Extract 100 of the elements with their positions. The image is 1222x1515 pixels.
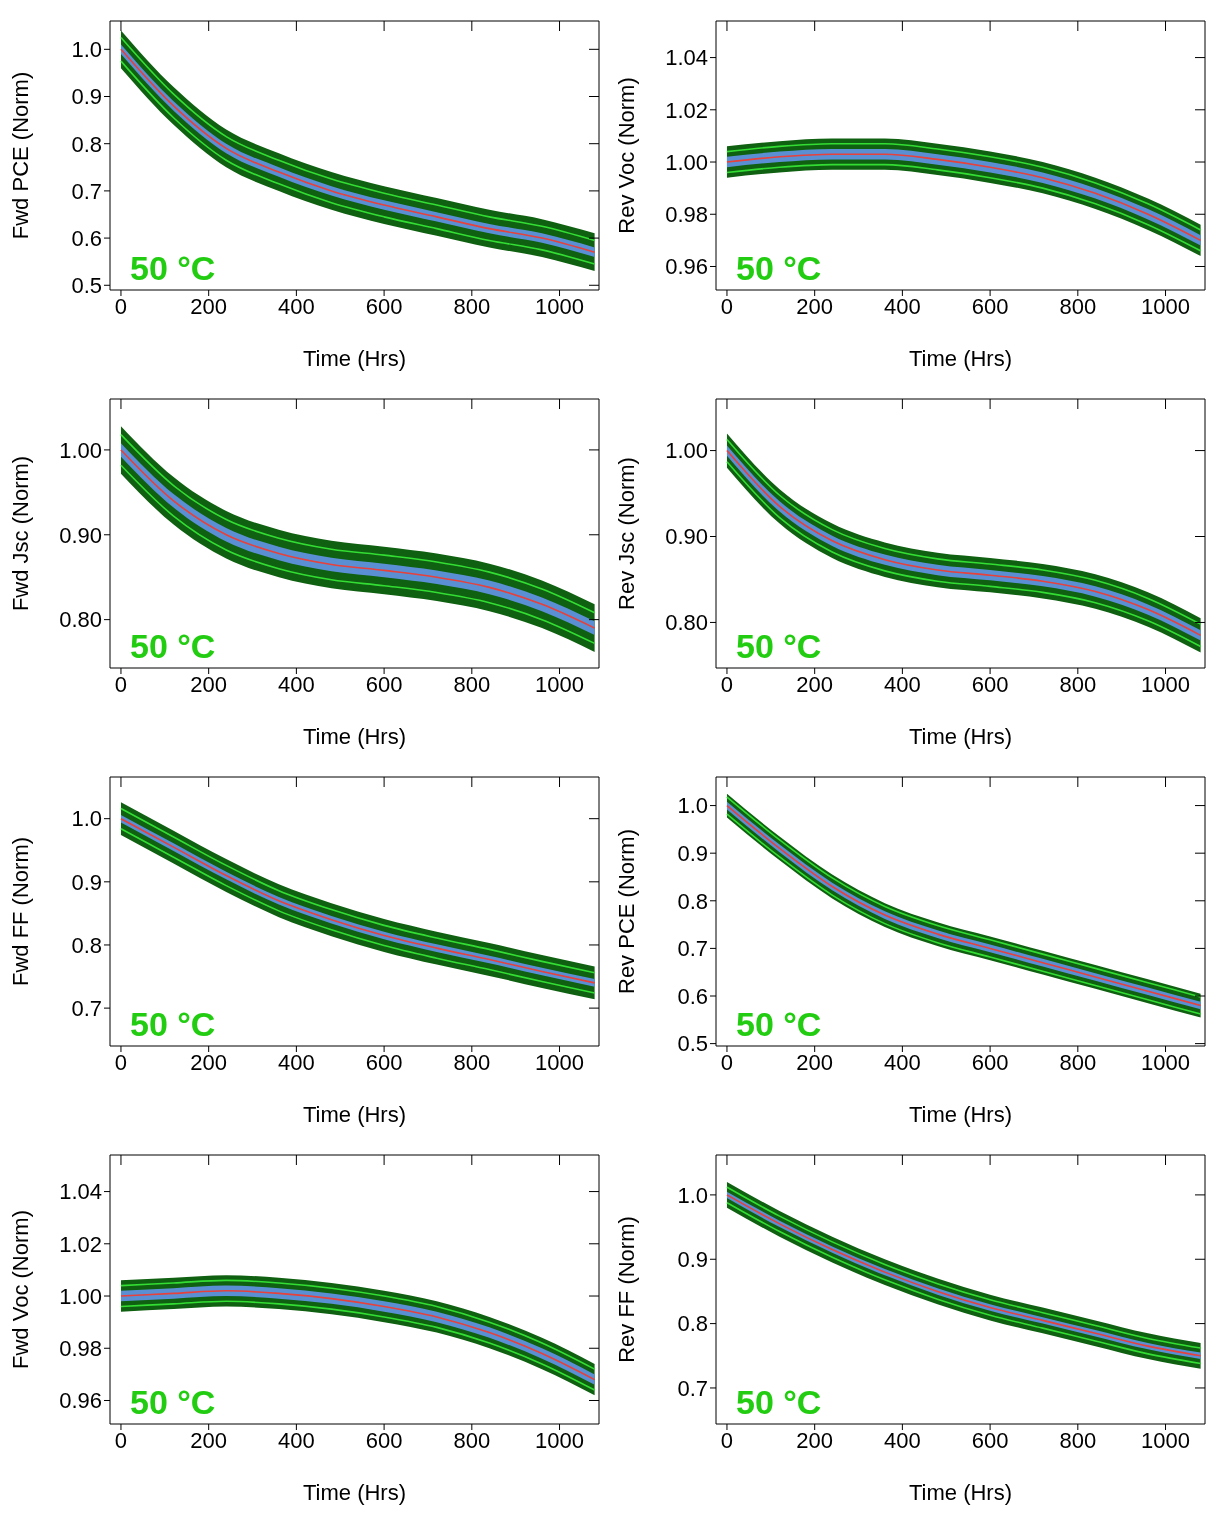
x-tick-label: 600 bbox=[971, 1427, 1009, 1453]
annotation: 50 °C bbox=[130, 249, 216, 288]
x-tick-label: 600 bbox=[365, 671, 403, 697]
y-tick-label: 1.00 bbox=[665, 438, 708, 464]
y-tick-label: 0.7 bbox=[677, 936, 708, 962]
y-tick-label: 0.7 bbox=[71, 995, 102, 1021]
y-tick-label: 0.5 bbox=[71, 273, 102, 299]
x-tick-label: 600 bbox=[365, 1427, 403, 1453]
x-tick-label: 1000 bbox=[1141, 293, 1191, 319]
x-tick-label: 1000 bbox=[535, 293, 585, 319]
y-tick-label: 1.0 bbox=[71, 806, 102, 832]
y-tick-label: 1.00 bbox=[59, 1283, 102, 1309]
y-tick-label: 0.98 bbox=[59, 1336, 102, 1362]
y-tick-label: 0.8 bbox=[677, 888, 708, 914]
y-tick-label: 0.5 bbox=[677, 1031, 708, 1057]
y-axis-title: Fwd FF (Norm) bbox=[7, 836, 33, 987]
line-series bbox=[726, 163, 1202, 252]
annotation: 50 °C bbox=[130, 1383, 216, 1422]
y-tick-label: 0.8 bbox=[71, 131, 102, 157]
x-tick-label: 600 bbox=[365, 293, 403, 319]
x-tick-label: 1000 bbox=[535, 1427, 585, 1453]
y-tick-label: 0.7 bbox=[677, 1375, 708, 1401]
y-tick-label: 0.6 bbox=[677, 983, 708, 1009]
line-series bbox=[120, 1300, 596, 1391]
annotation: 50 °C bbox=[130, 627, 216, 666]
x-tick-label: 600 bbox=[971, 293, 1009, 319]
y-tick-label: 1.00 bbox=[665, 149, 708, 175]
x-tick-label: 400 bbox=[884, 1049, 921, 1075]
x-tick-label: 200 bbox=[190, 1049, 228, 1075]
x-tick-label: 0 bbox=[114, 671, 128, 697]
x-tick-label: 600 bbox=[971, 1049, 1009, 1075]
y-axis-title: Rev Voc (Norm) bbox=[613, 77, 639, 234]
x-tick-label: 400 bbox=[884, 293, 921, 319]
x-tick-label: 0 bbox=[720, 1427, 734, 1453]
y-tick-label: 1.04 bbox=[665, 45, 708, 71]
line-series bbox=[120, 433, 596, 614]
x-tick-label: 800 bbox=[453, 293, 491, 319]
x-tick-label: 0 bbox=[720, 671, 734, 697]
x-axis-title: Time (Hrs) bbox=[302, 346, 407, 371]
x-tick-label: 600 bbox=[971, 671, 1009, 697]
x-tick-label: 1000 bbox=[1141, 671, 1191, 697]
y-axis-title: Fwd Jsc (Norm) bbox=[7, 455, 33, 612]
y-tick-label: 0.96 bbox=[59, 1388, 102, 1414]
x-tick-label: 400 bbox=[278, 1049, 315, 1075]
y-tick-label: 0.96 bbox=[665, 254, 708, 280]
y-tick-label: 0.98 bbox=[665, 202, 708, 228]
annotation: 50 °C bbox=[736, 1383, 822, 1422]
x-tick-label: 200 bbox=[796, 1049, 834, 1075]
x-tick-label: 1000 bbox=[535, 671, 585, 697]
x-tick-label: 200 bbox=[796, 671, 834, 697]
y-tick-label: 1.02 bbox=[665, 97, 708, 123]
x-tick-label: 1000 bbox=[1141, 1049, 1191, 1075]
y-tick-label: 1.0 bbox=[677, 793, 708, 819]
y-axis-title: Rev PCE (Norm) bbox=[613, 828, 639, 995]
y-tick-label: 0.7 bbox=[71, 178, 102, 204]
x-tick-label: 0 bbox=[720, 293, 734, 319]
y-tick-label: 0.8 bbox=[71, 932, 102, 958]
y-tick-label: 1.02 bbox=[59, 1231, 102, 1257]
x-tick-label: 0 bbox=[114, 1049, 128, 1075]
x-tick-label: 1000 bbox=[535, 1049, 585, 1075]
x-tick-label: 1000 bbox=[1141, 1427, 1191, 1453]
y-tick-label: 0.9 bbox=[677, 840, 708, 866]
x-tick-label: 400 bbox=[278, 293, 315, 319]
x-tick-label: 800 bbox=[1059, 671, 1097, 697]
x-tick-label: 0 bbox=[720, 1049, 734, 1075]
y-tick-label: 0.6 bbox=[71, 225, 102, 251]
y-tick-label: 1.0 bbox=[677, 1182, 708, 1208]
x-axis-title: Time (Hrs) bbox=[908, 1102, 1013, 1127]
x-tick-label: 200 bbox=[796, 1427, 834, 1453]
line-series bbox=[726, 142, 1202, 231]
annotation: 50 °C bbox=[736, 627, 822, 666]
y-tick-label: 0.90 bbox=[665, 524, 708, 550]
x-axis-title: Time (Hrs) bbox=[908, 1480, 1013, 1505]
y-tick-label: 0.9 bbox=[71, 84, 102, 110]
x-tick-label: 800 bbox=[453, 671, 491, 697]
y-tick-label: 0.9 bbox=[71, 869, 102, 895]
y-tick-label: 0.80 bbox=[59, 607, 102, 633]
y-axis-title: Rev FF (Norm) bbox=[613, 1216, 639, 1363]
annotation: 50 °C bbox=[736, 249, 822, 288]
x-axis-title: Time (Hrs) bbox=[302, 724, 407, 749]
x-tick-label: 400 bbox=[884, 671, 921, 697]
x-tick-label: 400 bbox=[278, 671, 315, 697]
y-tick-label: 1.00 bbox=[59, 437, 102, 463]
x-tick-label: 200 bbox=[190, 1427, 228, 1453]
x-tick-label: 0 bbox=[114, 293, 128, 319]
x-tick-label: 400 bbox=[884, 1427, 921, 1453]
line-series bbox=[120, 1279, 596, 1370]
y-axis-title: Fwd PCE (Norm) bbox=[7, 71, 33, 240]
x-axis-title: Time (Hrs) bbox=[302, 1102, 407, 1127]
y-tick-label: 0.8 bbox=[677, 1311, 708, 1337]
x-axis-title: Time (Hrs) bbox=[908, 346, 1013, 371]
x-tick-label: 0 bbox=[114, 1427, 128, 1453]
x-axis-title: Time (Hrs) bbox=[302, 1480, 407, 1505]
x-tick-label: 800 bbox=[1059, 293, 1097, 319]
x-tick-label: 200 bbox=[190, 293, 228, 319]
annotation: 50 °C bbox=[130, 1005, 216, 1044]
y-axis-title: Rev Jsc (Norm) bbox=[613, 457, 639, 610]
y-tick-label: 1.04 bbox=[59, 1179, 102, 1205]
x-tick-label: 200 bbox=[796, 293, 834, 319]
x-axis-title: Time (Hrs) bbox=[908, 724, 1013, 749]
